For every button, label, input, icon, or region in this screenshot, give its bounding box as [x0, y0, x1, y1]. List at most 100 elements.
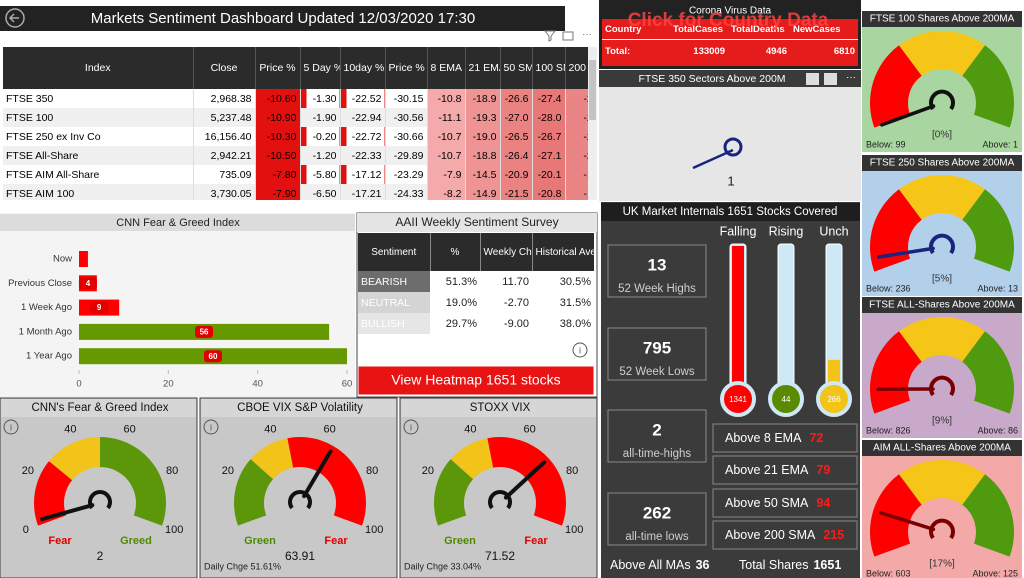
stat-label: 52 Week Highs [618, 283, 696, 295]
cell: FTSE All-Share [3, 146, 194, 165]
cell: -11.1 [427, 108, 466, 127]
above-count: Above: 86 [977, 425, 1018, 435]
gauge-value: 71.52 [485, 549, 515, 563]
gauge-tick-label: 20 [422, 465, 434, 477]
x-tick-label: 40 [252, 379, 263, 390]
cell: -17.21 [340, 184, 386, 200]
cell: -14.5 [465, 165, 501, 184]
column-header: Close [193, 47, 256, 89]
corona-table-wrap[interactable]: Country TotalCases TotalDeaths NewCases Tota… [602, 19, 858, 66]
cell: -27. [565, 89, 588, 108]
stat-value: 262 [643, 503, 671, 522]
ma-box [712, 488, 858, 518]
ma-row: Above 50 SMA 94 [725, 496, 830, 510]
cell: -26.4 [500, 146, 533, 165]
cell: 19.0% [430, 292, 480, 313]
corona-table[interactable]: Country TotalCases TotalDeaths NewCases Tota… [602, 19, 858, 62]
cell: -30.66 [385, 127, 428, 146]
panel-title: STOXX VIX [470, 402, 531, 414]
column-header: 200 SMA [565, 47, 588, 89]
column-header: TotalDeaths [731, 23, 785, 35]
column-header: Price % YTD [385, 47, 428, 89]
panel-title: UK Market Internals 1651 Stocks Covered [623, 206, 838, 218]
cell: -10.30 [255, 127, 301, 146]
gauge-needle [692, 148, 734, 170]
ma-value: 215 [823, 528, 844, 542]
more-icon[interactable]: ⋯ [582, 30, 592, 41]
category-label: 1 Month Ago [19, 326, 72, 337]
gauge-band [234, 459, 274, 526]
ma-value: 94 [816, 496, 830, 510]
back-button[interactable] [5, 8, 25, 28]
cell: -18.9 [465, 89, 501, 108]
bar [79, 251, 88, 267]
panel-header [601, 203, 860, 221]
more-icon[interactable]: ⋯ [846, 73, 856, 84]
button-label[interactable]: View Heatmap 1651 stocks [391, 372, 560, 388]
panel-title: AAII Weekly Sentiment Survey [395, 215, 558, 229]
filter-icon[interactable] [806, 73, 819, 85]
gauge-band [962, 331, 1015, 414]
cell: -30.56 [385, 108, 428, 127]
footer-stat: Total Shares 1651 [739, 558, 841, 572]
category-label: Previous Close [8, 278, 72, 289]
info-icon[interactable] [572, 342, 588, 358]
aaii-table-wrap: Sentiment%Weekly ChangeHistorical Averag… [358, 233, 594, 343]
gauge-band [899, 317, 985, 362]
filter-icon[interactable] [543, 30, 557, 42]
below-count: Below: 236 [866, 283, 911, 293]
cell: -7.90 [255, 184, 301, 200]
panel-header [201, 399, 396, 417]
gauge-tick-label: 100 [565, 524, 583, 536]
scrollbar[interactable] [588, 47, 597, 200]
x-tick-label: 0 [76, 379, 81, 390]
above-count: Above: 125 [972, 568, 1018, 578]
cell: -19. [565, 184, 588, 200]
data-label: 9 [97, 303, 102, 312]
cell: 38.0% [532, 313, 594, 334]
heatmap-button[interactable] [357, 365, 595, 396]
gauge-right-label: Fear [524, 535, 548, 547]
scroll-thumb[interactable] [589, 60, 596, 120]
thermo-name: Rising [769, 224, 804, 238]
gauge-value: 2 [97, 549, 104, 563]
data-label: 60 [209, 352, 218, 361]
gauge-hub [929, 89, 955, 111]
category-label: Now [53, 254, 72, 265]
cell: -20.1 [532, 165, 566, 184]
focus-icon[interactable] [824, 73, 837, 85]
cell: 735.09 [193, 165, 256, 184]
thermo-value: 44 [782, 395, 791, 404]
thermo-name: Falling [720, 224, 757, 238]
cell: -10.60 [255, 89, 301, 108]
gauge-tick-label: 60 [323, 424, 335, 436]
cell: -29.89 [385, 146, 428, 165]
panel-title: FTSE ALL-Shares Above 200MA [869, 300, 1015, 311]
thermo-bulb [768, 381, 804, 417]
stocks-covered: 1651 [727, 206, 753, 218]
gauge-band [962, 45, 1015, 128]
gauge-value: 63.91 [285, 549, 315, 563]
thermo-tube [777, 243, 795, 391]
ma-box [712, 455, 858, 485]
cell: FTSE 250 ex Inv Co [3, 127, 194, 146]
gauge-band [869, 331, 922, 414]
cell: -21.5 [500, 184, 533, 200]
focus-icon[interactable] [562, 31, 574, 41]
footer-label: Above All MAs [610, 558, 691, 572]
row: BULLISH 29.7% -9.00 38.0% [358, 313, 594, 334]
cell: -1.90 [300, 108, 341, 127]
column-header: % [430, 233, 481, 271]
stat-value: 13 [648, 255, 667, 274]
footer-stat: Above All MAs 36 [610, 558, 710, 572]
column-header: Sentiment [358, 233, 431, 271]
panel-title: CNN Fear & Greed Index [116, 217, 240, 229]
thermo-value: 1341 [729, 395, 747, 404]
x-tick-label: 20 [163, 379, 174, 390]
gauge-needle [503, 460, 547, 500]
info-icon [203, 419, 219, 435]
cell: -28.0 [532, 108, 566, 127]
data-label: 56 [200, 328, 209, 337]
below-count: Below: 826 [866, 425, 911, 435]
daily-change: Daily Chge 33.04% [404, 561, 481, 571]
